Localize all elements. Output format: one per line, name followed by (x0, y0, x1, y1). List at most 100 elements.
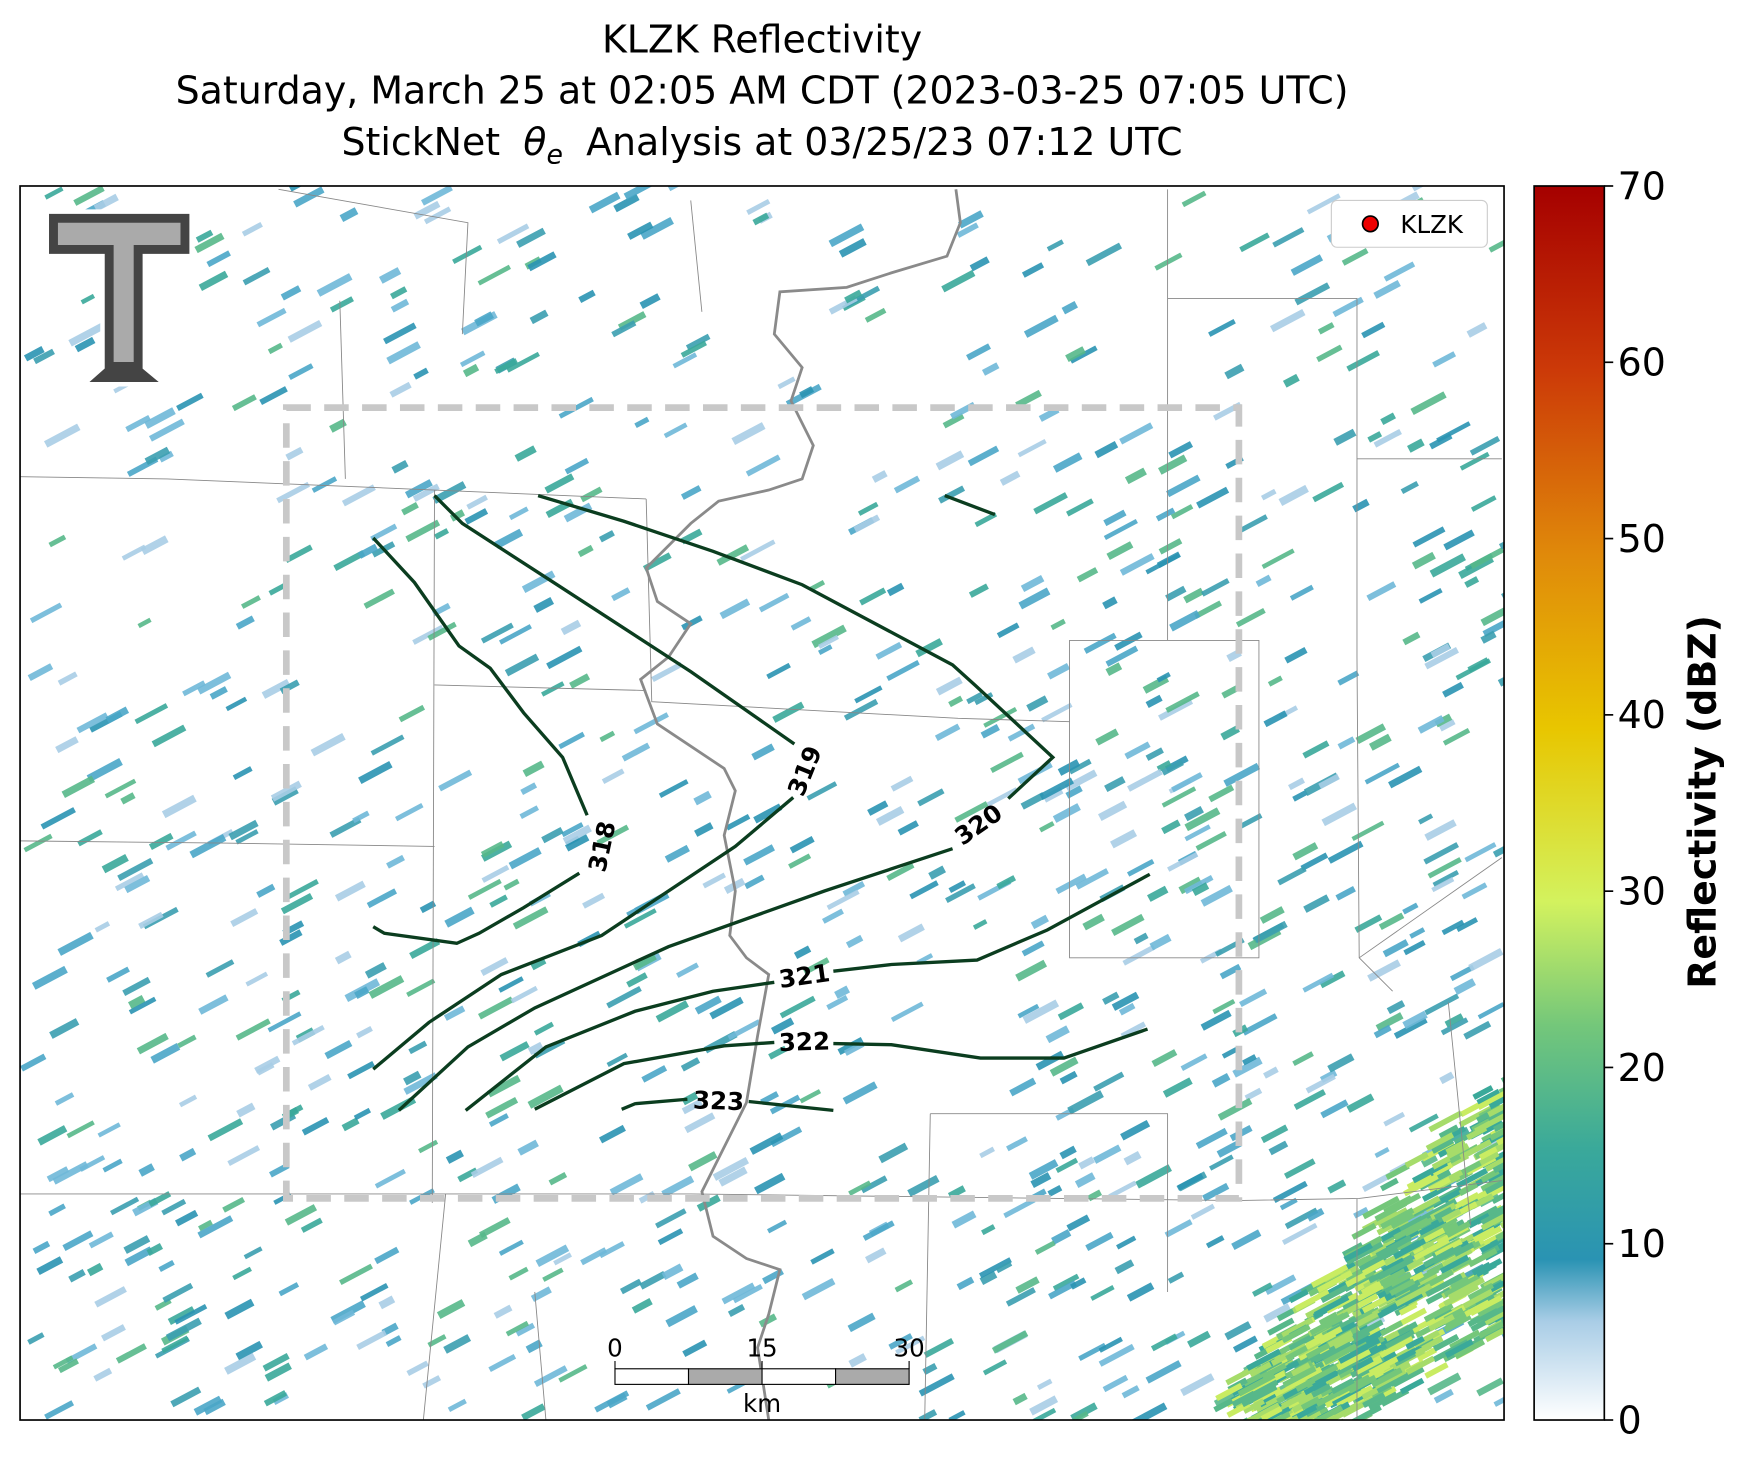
echo (1394, 1283, 1432, 1307)
echo (1253, 920, 1288, 944)
echo (1236, 813, 1263, 831)
echo (1123, 1151, 1142, 1166)
echo (1493, 1395, 1505, 1407)
echo (563, 502, 593, 523)
echo (1231, 1229, 1262, 1250)
echo (1417, 715, 1445, 734)
echo (494, 528, 524, 549)
echo (948, 695, 964, 708)
echo (334, 880, 366, 902)
echo (1499, 1205, 1505, 1229)
echo (1039, 821, 1055, 833)
echo (1246, 1455, 1280, 1459)
echo (1492, 836, 1505, 858)
echo (1362, 1392, 1386, 1408)
echo (1274, 1423, 1309, 1445)
echo (54, 1092, 75, 1106)
echo (1420, 1153, 1438, 1168)
echo (357, 543, 379, 559)
echo (1023, 314, 1059, 338)
echo (1423, 1227, 1446, 1243)
echo (655, 1208, 687, 1229)
echo (1127, 768, 1163, 792)
echo (480, 622, 514, 644)
echo (770, 1126, 803, 1148)
echo (36, 1256, 64, 1276)
echo (356, 1025, 373, 1039)
echo (1472, 1226, 1497, 1243)
echo (1036, 1378, 1053, 1390)
echo (1431, 877, 1455, 893)
echo (917, 788, 945, 807)
echo (1165, 691, 1200, 713)
echo (1317, 322, 1335, 335)
echo (1513, 1085, 1535, 1100)
echo (1292, 789, 1308, 802)
echo (1052, 1273, 1080, 1292)
echo (894, 1279, 914, 1293)
echo (682, 1339, 708, 1358)
echo (140, 535, 169, 556)
echo (1020, 792, 1046, 810)
echo (1069, 345, 1098, 364)
echo (86, 758, 123, 783)
echo (1373, 1024, 1392, 1039)
echo (928, 865, 946, 880)
echo (1156, 671, 1171, 683)
echo (189, 833, 227, 859)
echo (541, 681, 565, 697)
echo (626, 901, 651, 917)
echo (264, 1362, 292, 1382)
echo (999, 470, 1021, 486)
echo (1501, 1211, 1505, 1226)
echo (1242, 1054, 1257, 1066)
echo (1090, 1285, 1115, 1301)
echo (1082, 913, 1105, 931)
echo (1368, 733, 1392, 751)
echo (1484, 1326, 1505, 1343)
echo (1379, 1336, 1414, 1359)
echo (333, 550, 366, 572)
echo (1242, 1013, 1278, 1036)
echo (419, 900, 437, 914)
echo (986, 787, 1018, 807)
echo (1355, 723, 1387, 745)
echo (623, 908, 657, 929)
echo (66, 1120, 95, 1139)
echo (875, 641, 903, 660)
echo (972, 919, 988, 930)
echo (474, 311, 494, 327)
echo (1432, 1162, 1454, 1177)
echo (329, 296, 354, 313)
echo (1468, 1248, 1498, 1268)
echo (1319, 970, 1346, 989)
echo (1169, 610, 1201, 632)
echo (1202, 1182, 1230, 1202)
echo (895, 1335, 926, 1355)
echo (291, 1024, 325, 1046)
echo (329, 817, 362, 838)
echo (403, 1072, 438, 1095)
echo (235, 829, 259, 845)
echo (1252, 1282, 1273, 1297)
echo (245, 971, 269, 987)
echo (383, 322, 417, 345)
echo (307, 1073, 332, 1091)
echo (1449, 964, 1475, 982)
echo (1244, 1446, 1276, 1459)
echo (1311, 1383, 1332, 1398)
echo (1181, 190, 1207, 208)
echo (76, 712, 109, 734)
echo (655, 1000, 689, 1023)
echo (1216, 1445, 1237, 1459)
echo (719, 598, 751, 620)
echo (1421, 1335, 1444, 1352)
echo (1464, 576, 1480, 588)
echo (1030, 914, 1049, 930)
echo (623, 185, 661, 200)
echo (1351, 820, 1385, 842)
echo (353, 1107, 372, 1121)
echo (1275, 1424, 1308, 1445)
echo (758, 592, 790, 613)
echo (1513, 1130, 1533, 1144)
